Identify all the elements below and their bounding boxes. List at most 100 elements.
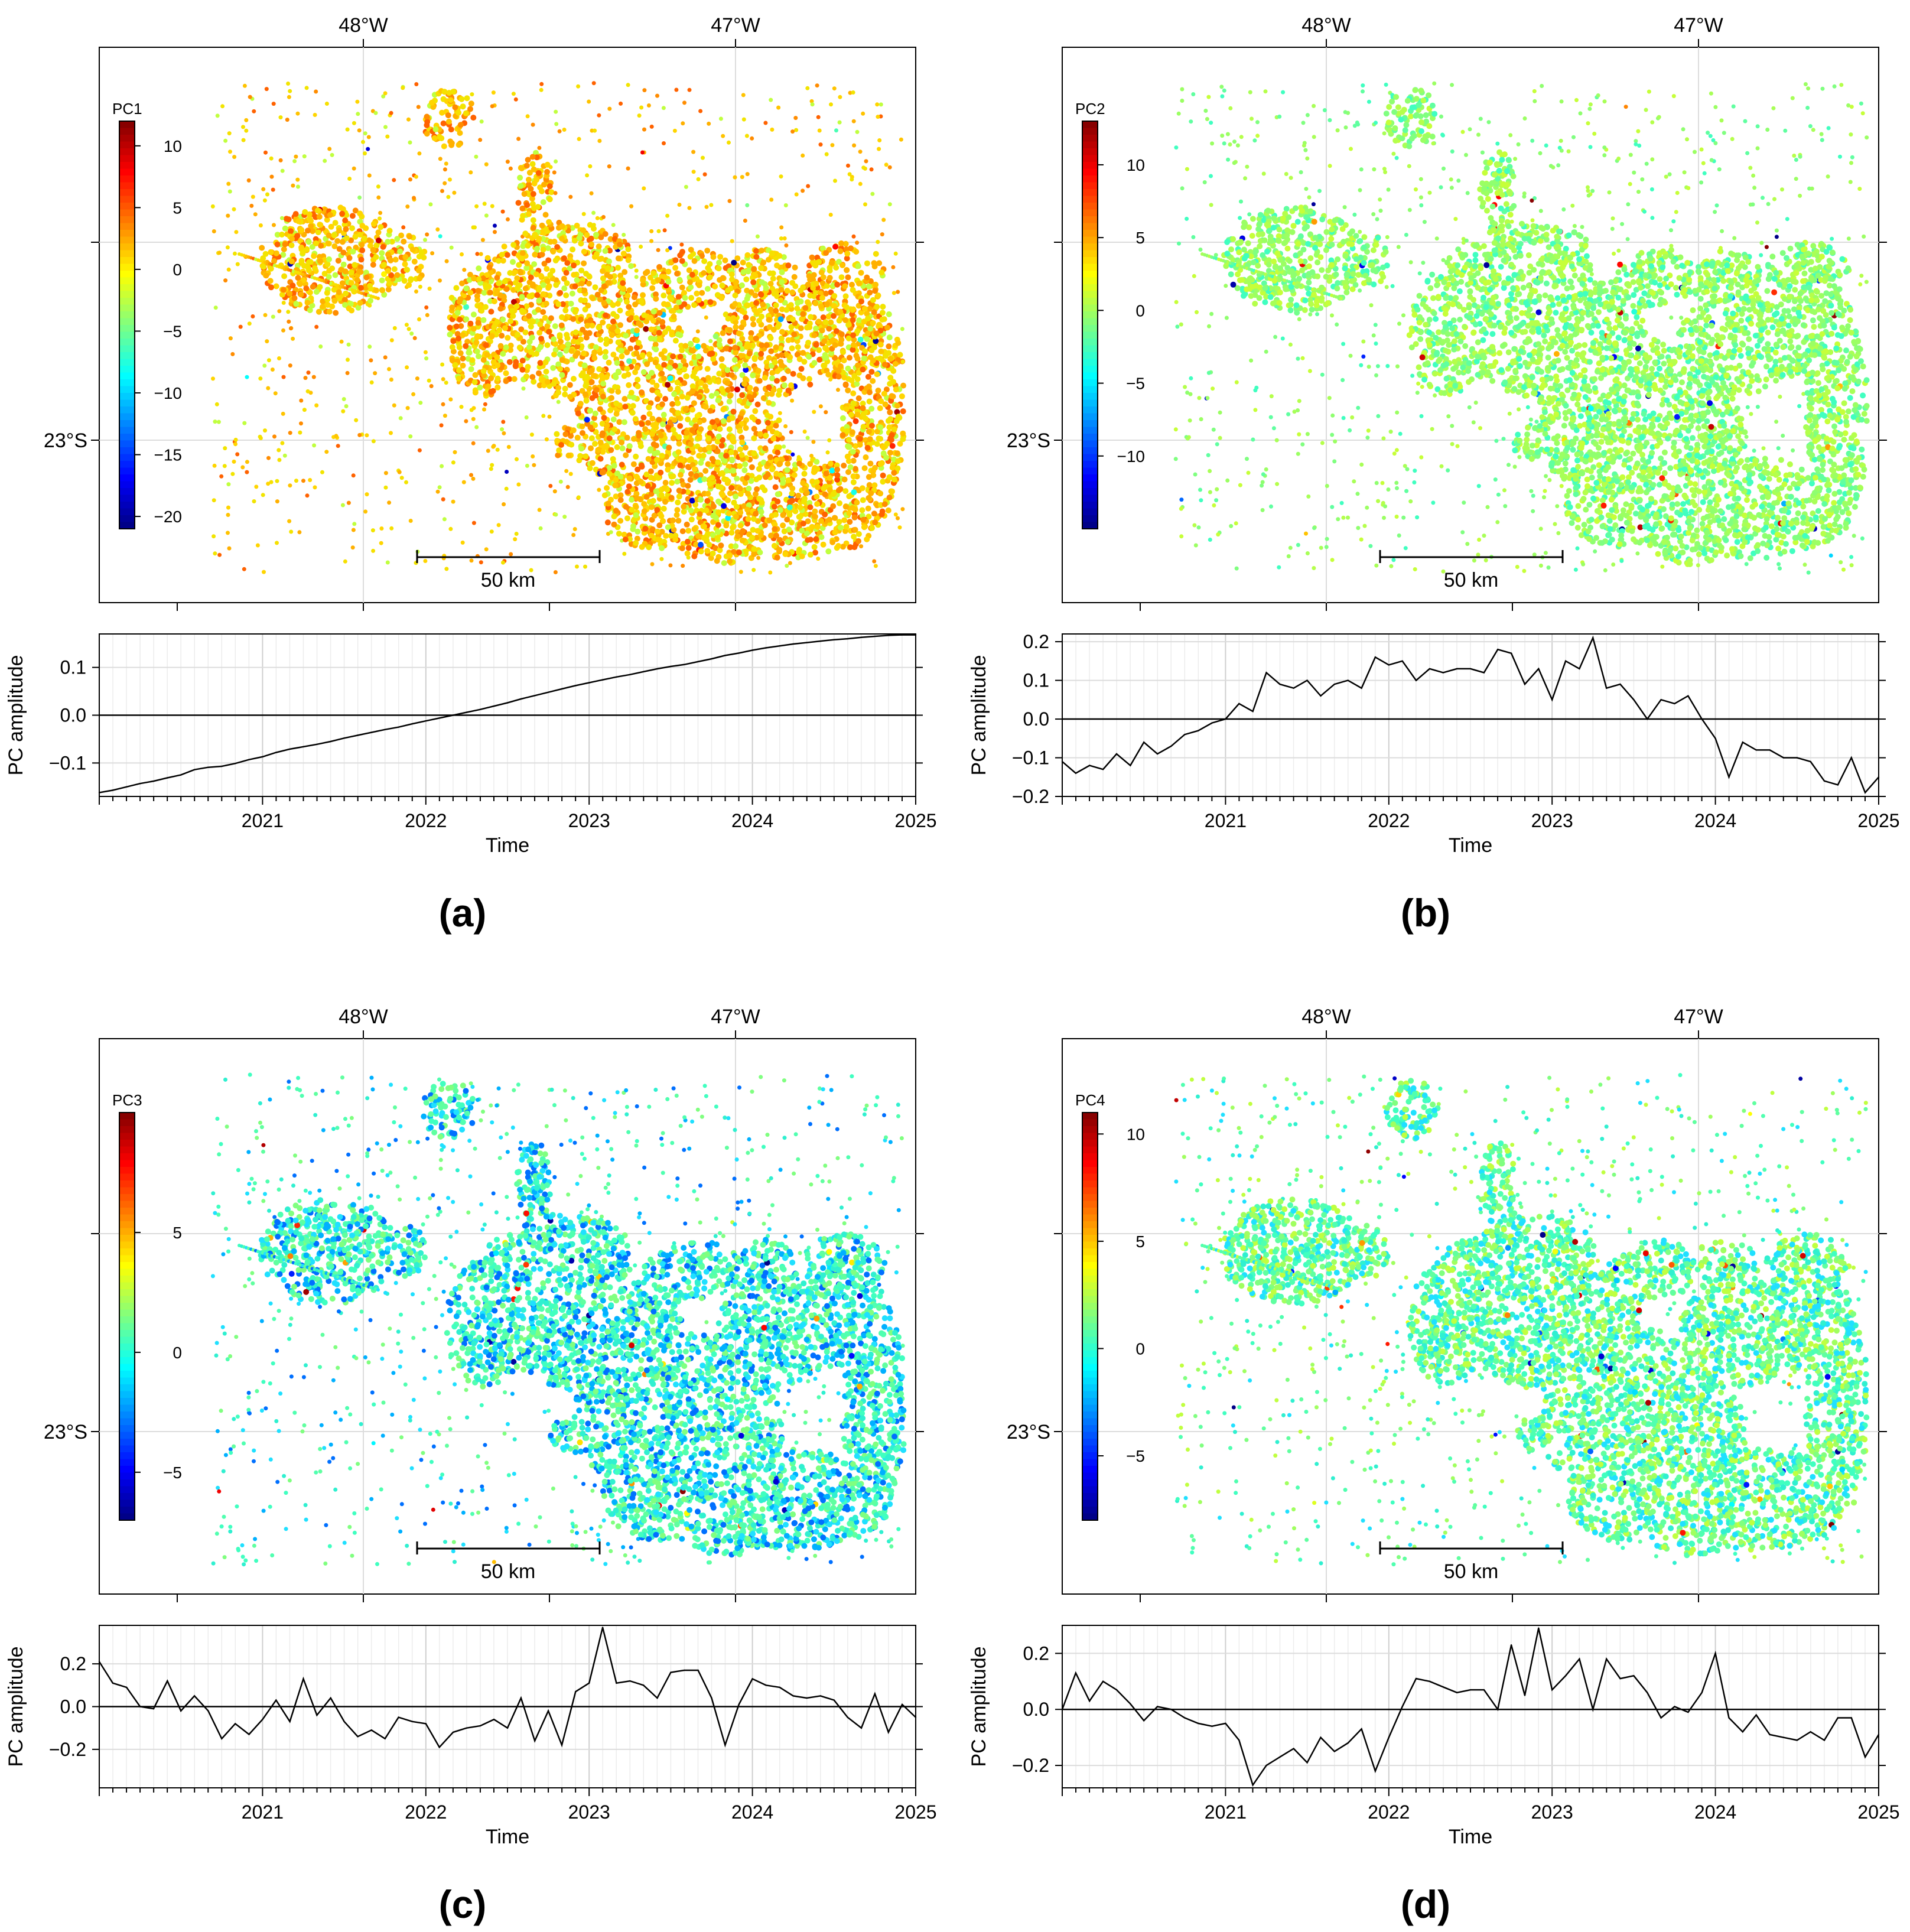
map-point xyxy=(601,415,607,421)
map-point xyxy=(647,446,653,452)
map-point xyxy=(849,282,855,288)
map-point xyxy=(274,284,279,290)
map-point xyxy=(263,251,269,257)
map-point xyxy=(514,97,518,102)
map-point xyxy=(296,112,300,116)
map-point xyxy=(512,92,516,96)
map-lat-label: 23°S xyxy=(44,430,87,452)
map-point xyxy=(825,152,829,157)
map-point xyxy=(674,507,680,513)
map-point xyxy=(788,382,794,388)
map-point xyxy=(472,521,476,525)
map-point xyxy=(557,400,561,404)
map-point xyxy=(425,313,429,317)
map-point xyxy=(448,398,453,402)
map-point xyxy=(745,134,749,138)
map-point xyxy=(435,227,440,232)
map-point xyxy=(510,242,516,248)
map-point xyxy=(698,109,702,113)
map-point xyxy=(545,258,551,264)
map-point xyxy=(619,353,625,359)
map-point xyxy=(285,118,289,122)
map-point xyxy=(662,396,668,402)
map-point xyxy=(609,395,614,401)
map-point xyxy=(573,527,577,531)
map-point xyxy=(691,554,697,560)
map-point xyxy=(281,412,285,416)
map-point xyxy=(483,402,487,406)
map-point xyxy=(440,464,444,469)
map-point xyxy=(781,376,787,382)
map-point xyxy=(593,284,598,290)
map-point xyxy=(226,182,230,186)
map-point xyxy=(258,376,262,380)
map-point xyxy=(548,189,554,195)
map-point xyxy=(314,90,318,94)
map-point xyxy=(280,441,284,445)
map-point xyxy=(533,177,539,183)
map-point xyxy=(589,367,595,373)
map-point xyxy=(583,392,588,398)
map-point xyxy=(867,461,873,467)
map-point xyxy=(653,425,659,431)
map-point xyxy=(777,507,783,513)
map-point xyxy=(847,519,852,525)
map-point xyxy=(746,172,750,176)
map-point xyxy=(649,387,655,393)
map-point xyxy=(528,186,534,192)
map-point xyxy=(772,504,777,510)
map-point xyxy=(852,119,856,123)
map-point xyxy=(870,378,876,384)
map-point xyxy=(440,189,444,193)
map-point xyxy=(496,448,500,452)
map-point xyxy=(832,529,838,535)
map-point xyxy=(588,164,592,168)
map-point xyxy=(483,201,487,206)
map-point xyxy=(768,335,774,341)
map-point xyxy=(631,461,637,467)
map-point xyxy=(689,516,695,522)
map-point xyxy=(230,352,235,356)
map-point xyxy=(341,262,347,268)
map-point xyxy=(780,522,786,528)
map-point xyxy=(689,388,695,394)
map-point xyxy=(865,506,871,512)
map-point xyxy=(793,116,798,120)
map-point xyxy=(656,248,660,252)
map-point xyxy=(613,477,619,483)
map-point xyxy=(220,104,224,108)
map-point xyxy=(807,382,813,388)
map-point xyxy=(759,509,764,515)
map-point xyxy=(887,450,893,456)
map-point xyxy=(708,339,712,343)
map-point xyxy=(789,490,795,496)
map-point xyxy=(772,526,777,532)
map-point xyxy=(629,204,633,209)
map-point xyxy=(662,141,666,145)
map-point xyxy=(503,344,509,350)
map-point xyxy=(490,204,494,208)
map-point xyxy=(701,258,707,264)
map-point xyxy=(280,216,284,220)
map-point xyxy=(539,526,543,531)
map-point xyxy=(878,269,884,275)
map-point xyxy=(559,323,565,328)
map-point xyxy=(614,444,620,450)
map-point xyxy=(427,379,431,383)
map-point xyxy=(896,290,900,294)
map-point xyxy=(470,115,476,121)
map-point xyxy=(457,344,463,350)
map-point xyxy=(623,453,629,458)
map-point xyxy=(830,503,836,509)
map-point xyxy=(661,506,667,512)
map-point xyxy=(355,100,359,104)
map-point xyxy=(694,337,700,343)
map-point xyxy=(288,431,292,435)
map-point xyxy=(464,419,468,423)
map-point xyxy=(417,105,421,109)
map-point xyxy=(526,212,532,217)
map-point xyxy=(554,110,558,114)
map-point xyxy=(591,349,597,355)
map-point xyxy=(716,265,722,271)
map-point xyxy=(369,358,373,362)
